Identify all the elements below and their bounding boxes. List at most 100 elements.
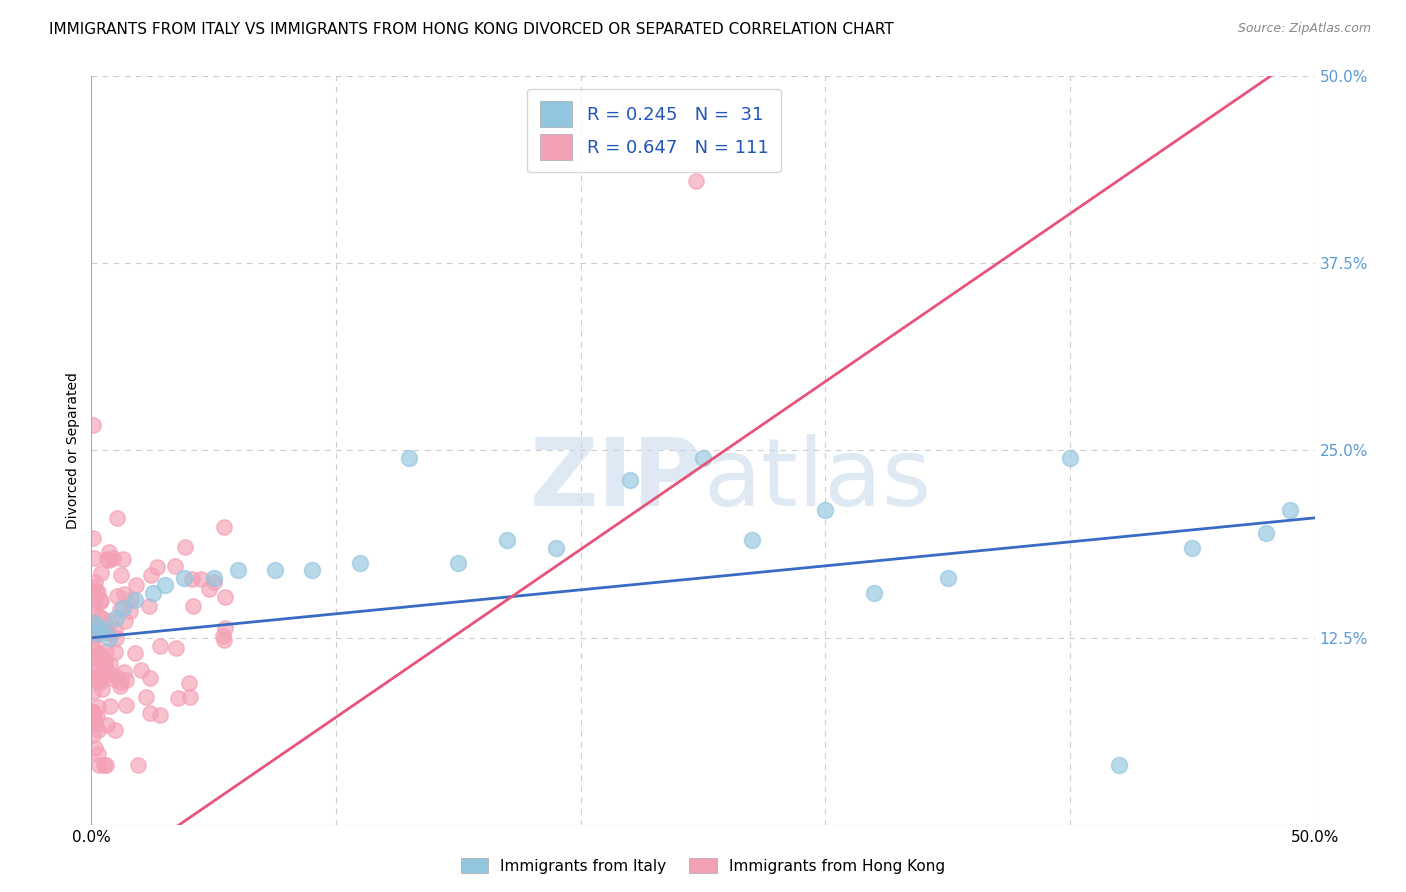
- Point: [87, 699, 110, 714]
- Point: [82, 706, 104, 720]
- Point: [124, 646, 146, 660]
- Point: [83, 596, 105, 610]
- Point: [149, 639, 172, 653]
- Point: [174, 540, 197, 554]
- Point: [127, 758, 149, 772]
- Point: [100, 657, 122, 671]
- Point: [110, 679, 132, 693]
- Point: [936, 571, 959, 585]
- Point: [83, 551, 105, 566]
- Point: [115, 698, 138, 712]
- Point: [104, 723, 127, 737]
- Point: [91, 612, 114, 626]
- Point: [146, 560, 169, 574]
- Point: [94, 624, 117, 639]
- Point: [82, 728, 104, 742]
- Point: [103, 673, 125, 687]
- Point: [90, 594, 112, 608]
- Point: [91, 681, 114, 696]
- Point: [96, 552, 118, 566]
- Point: [97, 631, 120, 645]
- Point: [94, 644, 117, 658]
- Point: [177, 676, 200, 690]
- Text: atlas: atlas: [703, 434, 931, 526]
- Point: [149, 707, 172, 722]
- Point: [105, 670, 128, 684]
- Legend: Immigrants from Italy, Immigrants from Hong Kong: Immigrants from Italy, Immigrants from H…: [454, 852, 952, 880]
- Point: [115, 673, 138, 687]
- Point: [87, 670, 110, 684]
- Point: [87, 620, 110, 634]
- Point: [82, 580, 104, 594]
- Point: [110, 602, 132, 616]
- Point: [82, 684, 104, 698]
- Point: [104, 645, 127, 659]
- Point: [94, 654, 117, 668]
- Point: [89, 609, 111, 624]
- Point: [86, 723, 108, 738]
- Point: [89, 672, 111, 686]
- Point: [82, 634, 104, 648]
- Point: [84, 674, 107, 689]
- Point: [863, 586, 886, 600]
- Point: [87, 647, 110, 661]
- Point: [138, 599, 160, 613]
- Point: [98, 666, 121, 681]
- Point: [83, 707, 105, 722]
- Point: [349, 556, 371, 570]
- Point: [84, 713, 107, 727]
- Point: [214, 621, 236, 635]
- Point: [1108, 758, 1130, 772]
- Point: [84, 628, 107, 642]
- Text: ZIP: ZIP: [530, 434, 703, 526]
- Point: [125, 577, 148, 591]
- Point: [84, 575, 107, 590]
- Point: [82, 705, 104, 719]
- Point: [83, 715, 105, 730]
- Point: [104, 623, 127, 637]
- Point: [120, 592, 142, 607]
- Point: [82, 418, 104, 433]
- Point: [89, 674, 111, 689]
- Point: [87, 660, 110, 674]
- Point: [82, 531, 104, 545]
- Point: [98, 614, 121, 628]
- Point: [91, 665, 114, 680]
- Point: [814, 503, 837, 517]
- Point: [1181, 541, 1204, 555]
- Point: [226, 563, 249, 577]
- Point: [84, 626, 107, 640]
- Point: [141, 586, 163, 600]
- Point: [87, 758, 110, 772]
- Point: [82, 663, 104, 677]
- Point: [112, 552, 135, 566]
- Point: [98, 545, 121, 559]
- Point: [96, 718, 118, 732]
- Point: [197, 582, 219, 596]
- Point: [97, 553, 120, 567]
- Point: [114, 587, 136, 601]
- Point: [165, 640, 187, 655]
- Point: [1279, 503, 1302, 517]
- Point: [214, 519, 236, 533]
- Point: [110, 675, 132, 690]
- Point: [114, 615, 136, 629]
- Text: Source: ZipAtlas.com: Source: ZipAtlas.com: [1237, 22, 1371, 36]
- Point: [120, 604, 142, 618]
- Point: [129, 663, 152, 677]
- Point: [139, 706, 162, 721]
- Point: [105, 590, 128, 604]
- Point: [447, 556, 470, 570]
- Point: [202, 571, 225, 585]
- Point: [105, 510, 128, 524]
- Point: [398, 450, 420, 465]
- Point: [139, 567, 162, 582]
- Point: [89, 593, 111, 607]
- Point: [181, 599, 204, 614]
- Point: [167, 691, 190, 706]
- Point: [692, 450, 714, 465]
- Point: [181, 572, 204, 586]
- Point: [82, 632, 104, 646]
- Point: [83, 651, 105, 665]
- Point: [212, 629, 235, 643]
